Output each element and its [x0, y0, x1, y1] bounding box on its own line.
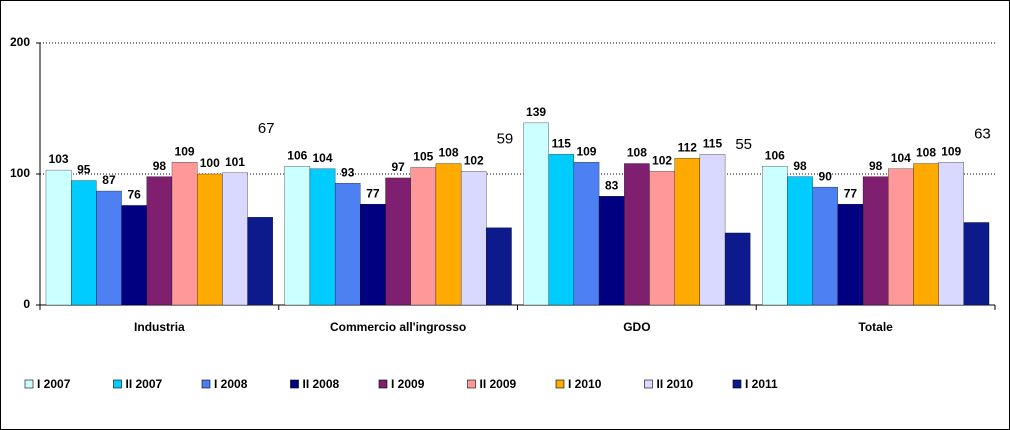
value-label: 98: [869, 159, 883, 173]
bar: [624, 163, 650, 306]
value-label: 97: [391, 160, 405, 174]
legend-label: II 2008: [303, 377, 340, 391]
bar: [460, 171, 487, 306]
value-label: 101: [225, 155, 245, 169]
legend-label: I 2008: [214, 377, 248, 391]
value-label: 98: [793, 159, 807, 173]
value-label: 63: [974, 125, 991, 142]
bar: [724, 232, 751, 306]
value-label: 77: [844, 186, 858, 200]
legend-swatch: [467, 379, 476, 389]
bar: [222, 172, 248, 306]
value-label: 67: [258, 120, 275, 137]
value-label: 59: [497, 131, 514, 148]
value-label: 115: [703, 137, 723, 151]
bar: [71, 180, 97, 306]
bar: [963, 222, 990, 306]
x-tick-label: Industria: [134, 320, 185, 334]
bar: [435, 163, 462, 306]
bar: [486, 227, 512, 306]
value-label: 106: [765, 148, 785, 162]
bar: [837, 203, 864, 306]
bar: [649, 171, 675, 306]
y-tick-label: 200: [10, 35, 30, 49]
bar: [360, 203, 386, 306]
value-label: 104: [313, 151, 333, 165]
value-label: 95: [77, 163, 91, 177]
value-label: 76: [127, 188, 141, 202]
bar: [573, 162, 600, 306]
legend-swatch: [201, 379, 211, 389]
legend-label: II 2007: [126, 377, 163, 391]
value-label: 109: [175, 144, 195, 158]
value-label: 100: [200, 156, 220, 170]
bar: [171, 162, 198, 306]
bar: [762, 165, 788, 306]
value-label: 112: [678, 140, 698, 154]
bar: [812, 186, 838, 306]
value-label: 108: [627, 146, 647, 160]
value-label: 90: [819, 169, 833, 183]
bar: [197, 173, 223, 306]
value-label: 77: [366, 186, 380, 200]
value-label: 106: [287, 148, 307, 162]
value-label: 102: [464, 154, 484, 168]
value-label: 55: [735, 136, 752, 153]
value-label: 87: [102, 173, 116, 187]
legend-swatch: [24, 379, 34, 389]
value-label: 108: [439, 146, 459, 160]
legend-swatch: [732, 379, 742, 389]
bar: [121, 205, 147, 306]
legend-swatch: [378, 379, 388, 389]
legend-swatch: [644, 379, 653, 389]
bar: [699, 154, 726, 306]
y-tick-label: 0: [23, 297, 30, 311]
bar: [334, 183, 361, 306]
value-label: 109: [941, 144, 961, 158]
bar: [888, 168, 914, 306]
bar: [284, 165, 311, 306]
value-label: 98: [153, 159, 167, 173]
x-tick-label: Commercio all'ingrosso: [330, 320, 466, 334]
bar: [598, 196, 625, 306]
legend-swatch: [555, 379, 565, 389]
legend-label: II 2010: [657, 377, 694, 391]
value-label: 139: [526, 105, 546, 119]
y-tick-label: 100: [10, 166, 30, 180]
value-label: 102: [652, 154, 672, 168]
bar: [548, 154, 575, 306]
value-label: 93: [341, 165, 355, 179]
bar: [45, 169, 72, 306]
legend-swatch: [290, 379, 299, 389]
legend-label: I 2011: [745, 377, 778, 391]
x-tick-label: Totale: [858, 320, 893, 334]
legend-label: II 2009: [480, 377, 517, 391]
value-label: 108: [916, 146, 936, 160]
value-label: 109: [576, 144, 596, 158]
bar: [247, 217, 273, 306]
bar: [913, 163, 939, 306]
legend-swatch: [113, 379, 122, 389]
bar: [523, 122, 549, 306]
legend-label: I 2010: [568, 377, 602, 391]
value-label: 83: [605, 178, 619, 192]
bar: [787, 176, 813, 306]
bar: [146, 176, 173, 306]
bar: [862, 176, 889, 306]
bar: [410, 167, 437, 306]
x-tick-label: GDO: [623, 320, 650, 334]
bar: [385, 177, 411, 306]
bar: [938, 162, 964, 306]
legend-label: I 2009: [391, 377, 425, 391]
value-label: 104: [891, 151, 911, 165]
value-label: 105: [413, 150, 433, 164]
bar: [96, 190, 122, 306]
legend-label: I 2007: [37, 377, 71, 391]
bar: [674, 158, 701, 306]
value-label: 103: [49, 152, 69, 166]
value-label: 115: [552, 137, 572, 151]
bar: [309, 168, 336, 306]
